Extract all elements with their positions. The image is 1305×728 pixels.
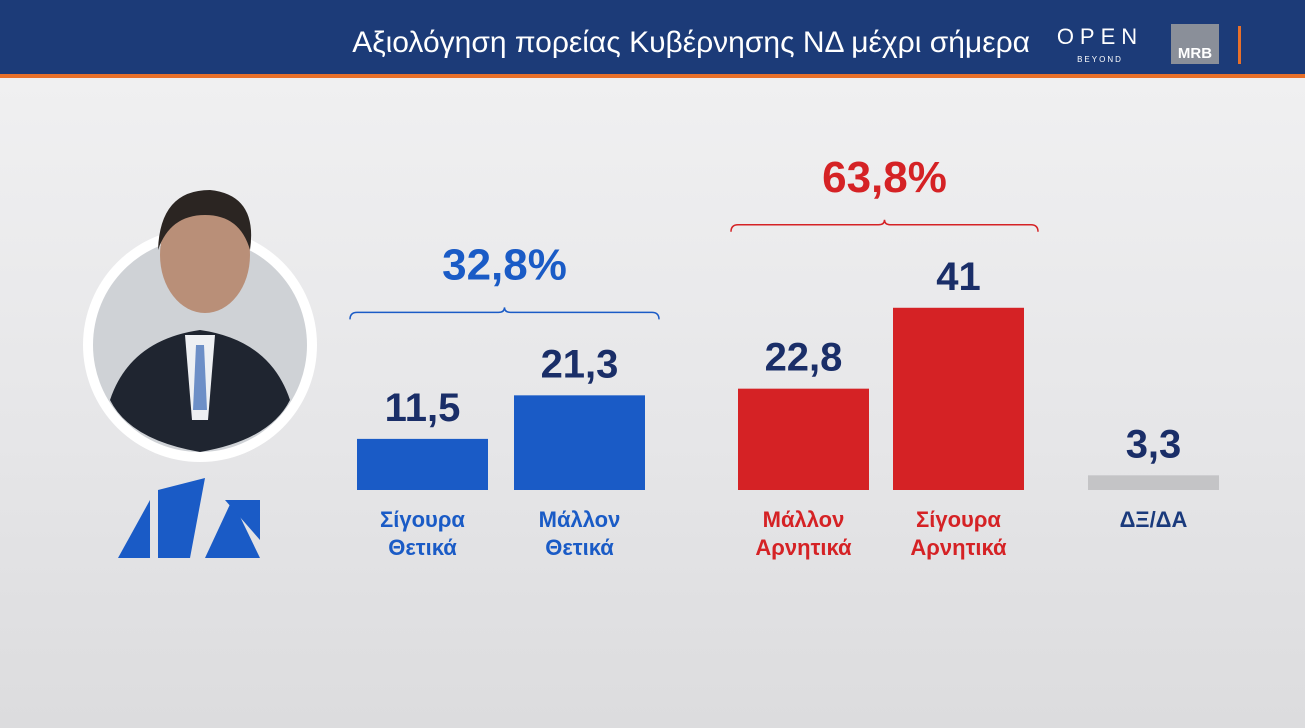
category-label: ΔΞ/ΔΑ xyxy=(1119,507,1188,532)
header-line xyxy=(0,74,1305,78)
chart-title: Αξιολόγηση πορείας Κυβέρνησης ΝΔ μέχρι σ… xyxy=(352,26,1030,59)
category-label: Σίγουρα Θετικά xyxy=(380,507,465,560)
pollster-logo: MRB xyxy=(1178,45,1212,62)
group-total: 63,8% xyxy=(822,153,947,202)
pollster-logo-box xyxy=(1171,24,1219,64)
channel-logo: OPEN xyxy=(1057,24,1143,49)
bar xyxy=(893,307,1024,490)
group-brace xyxy=(349,307,660,320)
value-label: 21,3 xyxy=(541,342,619,386)
category-label: Μάλλον Αρνητικά xyxy=(755,507,852,560)
party-logo xyxy=(118,478,260,558)
header-bar xyxy=(0,0,1305,74)
group-brace xyxy=(730,219,1039,232)
category-label: Μάλλον Θετικά xyxy=(538,507,621,560)
bar xyxy=(1088,475,1219,490)
bar xyxy=(357,438,488,490)
value-label: 3,3 xyxy=(1126,422,1182,466)
bar xyxy=(514,395,645,490)
category-label: Σίγουρα Αρνητικά xyxy=(910,507,1007,560)
value-label: 22,8 xyxy=(765,336,843,380)
value-label: 11,5 xyxy=(385,386,461,430)
portrait xyxy=(83,190,317,462)
header-divider xyxy=(1238,26,1241,64)
channel-tagline: BEYOND xyxy=(1077,55,1123,64)
group-total: 32,8% xyxy=(442,240,567,289)
bar xyxy=(738,388,869,490)
value-label: 41 xyxy=(936,255,981,299)
